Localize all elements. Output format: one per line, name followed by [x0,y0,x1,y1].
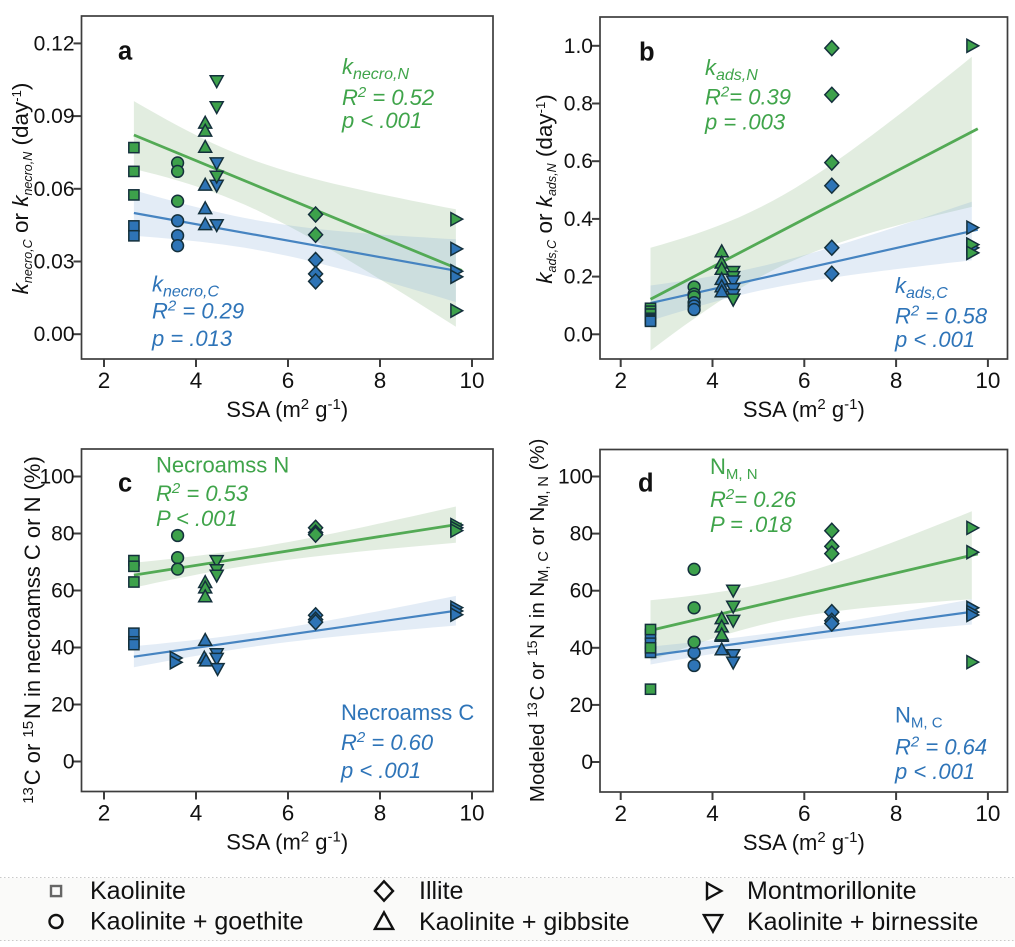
svg-text:2: 2 [614,801,627,826]
svg-text:0.06: 0.06 [34,178,75,201]
svg-text:8: 8 [374,368,387,393]
svg-text:R2 = 0.58: R2 = 0.58 [895,303,988,329]
svg-text:R2 = 0.53: R2 = 0.53 [156,480,249,506]
svg-text:Kaolinite + gibbsite: Kaolinite + gibbsite [419,908,630,936]
svg-text:0.0: 0.0 [564,323,593,346]
svg-text:4: 4 [190,368,203,393]
svg-text:SSA (m2 g-1): SSA (m2 g-1) [226,396,348,422]
svg-text:0.8: 0.8 [564,93,593,116]
svg-text:p < .001: p < .001 [340,758,421,783]
svg-text:4: 4 [706,801,719,826]
svg-text:100: 100 [558,466,593,489]
svg-text:0.2: 0.2 [564,266,593,289]
svg-text:0.12: 0.12 [34,32,75,55]
svg-text:p = .013: p = .013 [151,326,233,351]
svg-text:R2 = 0.52: R2 = 0.52 [342,84,434,110]
svg-text:0.09: 0.09 [34,105,75,128]
svg-text:NM, C: NM, C [895,703,943,732]
svg-text:10: 10 [975,801,1000,826]
svg-text:0.03: 0.03 [34,251,75,274]
svg-text:20: 20 [51,694,74,717]
svg-text:80: 80 [570,523,593,546]
svg-text:p < .001: p < .001 [341,108,422,133]
svg-text:p < .001: p < .001 [894,327,975,352]
svg-text:40: 40 [570,637,593,660]
svg-text:60: 60 [570,580,593,603]
svg-text:10: 10 [459,368,484,393]
svg-text:Kaolinite + birnessite: Kaolinite + birnessite [747,908,978,936]
svg-text:4: 4 [706,368,719,393]
svg-text:a: a [118,38,133,66]
svg-text:2: 2 [98,368,111,393]
svg-text:6: 6 [282,368,295,393]
svg-text:10: 10 [975,368,1000,393]
svg-text:60: 60 [51,580,74,603]
svg-text:20: 20 [570,694,593,717]
svg-text:R2= 0.39: R2= 0.39 [705,84,791,110]
svg-text:6: 6 [798,368,811,393]
svg-text:P = .018: P = .018 [710,512,793,537]
svg-text:2: 2 [614,368,627,393]
svg-text:0.4: 0.4 [564,208,594,231]
svg-text:P < .001: P < .001 [156,506,238,531]
svg-text:Necroamss C: Necroamss C [341,700,474,725]
svg-text:8: 8 [890,801,903,826]
svg-text:40: 40 [51,637,74,660]
svg-text:Montmorillonite: Montmorillonite [747,877,917,905]
svg-text:6: 6 [282,801,295,826]
svg-text:b: b [639,39,655,67]
svg-text:6: 6 [798,801,811,826]
svg-text:0.00: 0.00 [34,323,75,346]
svg-text:0.6: 0.6 [564,150,593,173]
svg-text:R2 = 0.60: R2 = 0.60 [341,729,434,755]
svg-text:100: 100 [39,466,74,489]
svg-text:Kaolinite: Kaolinite [90,877,186,905]
svg-text:10: 10 [459,801,484,826]
svg-text:4: 4 [190,801,203,826]
svg-text:8: 8 [374,801,387,826]
svg-text:p = .003: p = .003 [704,110,786,135]
svg-text:8: 8 [890,368,903,393]
svg-text:Necroamss N: Necroamss N [156,453,289,478]
svg-text:d: d [638,470,654,498]
svg-text:Illite: Illite [419,877,463,905]
svg-text:0: 0 [581,751,593,774]
svg-text:1.0: 1.0 [564,35,593,58]
svg-text:p < .001: p < .001 [894,759,975,784]
svg-text:R2= 0.26: R2= 0.26 [710,486,797,512]
svg-text:Kaolinite + goethite: Kaolinite + goethite [90,908,303,936]
svg-text:80: 80 [51,523,74,546]
svg-text:R2 = 0.29: R2 = 0.29 [152,298,244,324]
svg-text:R2 = 0.64: R2 = 0.64 [895,734,987,760]
svg-text:2: 2 [98,801,111,826]
svg-text:0: 0 [63,751,75,774]
svg-text:c: c [118,470,132,498]
svg-text:13 C or 15 N in necroamss C or: 13 C or 15 N in necroamss C or N (%) [20,456,45,804]
